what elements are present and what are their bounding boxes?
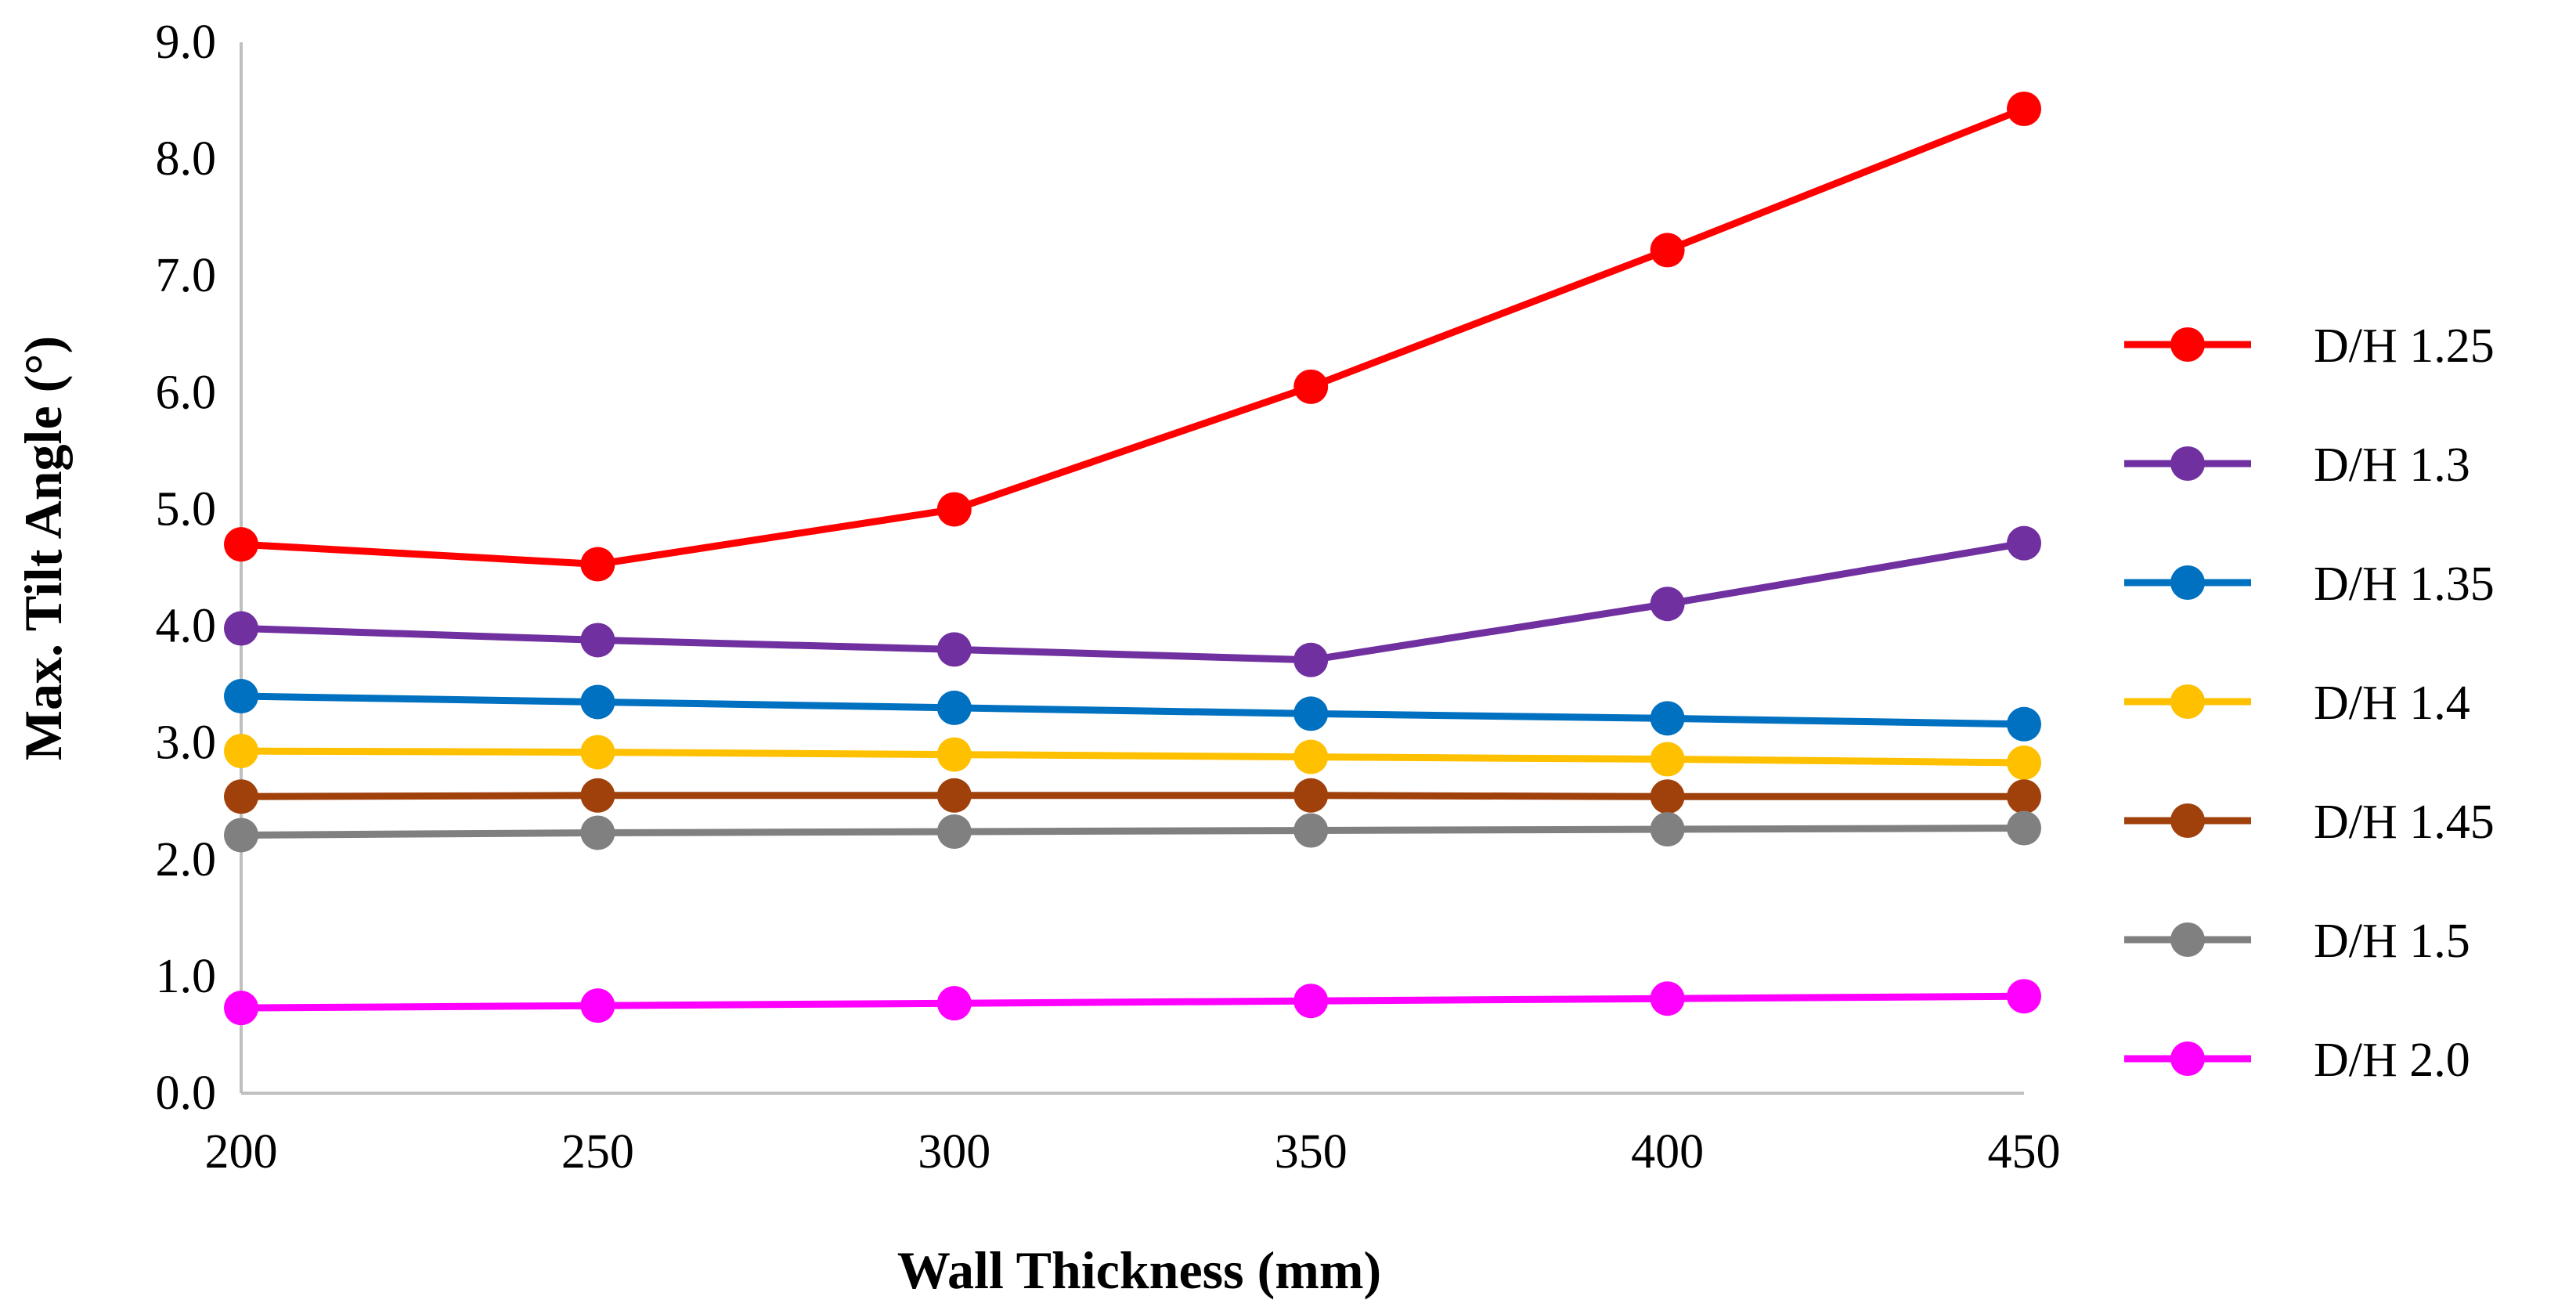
y-tick-label: 1.0 — [156, 950, 217, 1003]
data-point — [1650, 587, 1685, 622]
series-1 — [224, 525, 2041, 677]
x-tick-label: 250 — [561, 1125, 634, 1179]
legend-marker — [2170, 1041, 2205, 1076]
data-point — [1293, 696, 1329, 731]
series-4 — [224, 778, 2041, 814]
series-line — [240, 992, 2025, 1012]
legend-item: D/H 1.4 — [2124, 677, 2470, 730]
data-point — [936, 814, 972, 849]
data-point — [1650, 742, 1685, 777]
data-point — [1293, 369, 1329, 404]
legend-label: D/H 1.4 — [2314, 677, 2470, 730]
legend-marker — [2170, 803, 2205, 838]
data-point — [2007, 979, 2041, 1014]
x-tick-label: 300 — [918, 1125, 990, 1179]
y-tick-label: 2.0 — [156, 833, 217, 886]
y-tick-label: 3.0 — [156, 717, 217, 770]
data-point — [224, 779, 258, 814]
series-line — [240, 692, 2025, 728]
series-line — [240, 540, 2025, 664]
data-point — [2007, 745, 2041, 781]
data-point — [224, 818, 258, 853]
x-tick-label: 350 — [1275, 1125, 1348, 1179]
legend-marker — [2170, 327, 2205, 362]
legend-item: D/H 1.5 — [2124, 915, 2470, 968]
y-axis-title: Max. Tilt Angle (°) — [13, 336, 73, 760]
data-point — [1650, 233, 1685, 268]
y-tick-label: 8.0 — [156, 132, 217, 186]
data-point — [1650, 701, 1685, 736]
data-point — [1650, 812, 1685, 847]
legend-label: D/H 1.35 — [2314, 558, 2495, 611]
data-point — [224, 679, 258, 714]
legend-label: D/H 1.25 — [2314, 319, 2495, 373]
data-point — [936, 778, 972, 813]
series-layer — [224, 91, 2041, 1026]
legend-marker — [2170, 446, 2205, 481]
series-3 — [224, 734, 2041, 781]
legend-item: D/H 1.25 — [2124, 319, 2495, 373]
series-line — [240, 747, 2025, 767]
data-point — [2007, 706, 2041, 742]
series-line — [240, 105, 2026, 568]
legend-item: D/H 1.3 — [2124, 439, 2470, 492]
data-point — [1293, 642, 1329, 677]
data-point — [936, 737, 972, 772]
x-tick-label: 450 — [1988, 1125, 2061, 1179]
data-point — [1293, 778, 1329, 813]
x-tick-label: 200 — [205, 1125, 278, 1179]
legend-item: D/H 1.45 — [2124, 796, 2495, 849]
series-5 — [224, 810, 2041, 853]
data-point — [224, 611, 258, 646]
data-point — [1293, 813, 1329, 848]
data-point — [224, 527, 258, 562]
data-point — [936, 632, 972, 667]
data-point — [1650, 981, 1685, 1016]
data-point — [580, 623, 615, 658]
legend-marker — [2170, 684, 2205, 719]
data-point — [580, 735, 615, 770]
data-point — [580, 547, 615, 582]
legend-marker — [2170, 922, 2205, 957]
axes: 0.0 1.0 2.0 3.0 4.0 5.0 6.0 7.0 8.0 9.0 200 250 300 3… — [156, 16, 2061, 1179]
data-point — [224, 991, 258, 1026]
data-point — [2007, 810, 2041, 846]
legend-label: D/H 2.0 — [2314, 1034, 2470, 1087]
series-line — [240, 792, 2024, 800]
data-point — [2007, 91, 2041, 126]
legend-label: D/H 1.3 — [2314, 439, 2470, 492]
y-tick-label: 6.0 — [156, 366, 217, 419]
data-point — [580, 684, 615, 720]
data-point — [1293, 739, 1329, 774]
legend: D/H 1.25 D/H 1.3 D/H 1.35 D/H 1.4 D/H 1.45 D/… — [2124, 319, 2495, 1087]
series-0 — [224, 91, 2041, 582]
x-axis-title: Wall Thickness (mm) — [897, 1240, 1381, 1300]
data-point — [580, 815, 615, 850]
data-point — [1650, 779, 1685, 814]
data-point — [1293, 984, 1329, 1019]
data-point — [936, 986, 972, 1021]
legend-marker — [2170, 565, 2205, 600]
series-2 — [224, 679, 2041, 742]
data-point — [2007, 779, 2041, 814]
y-tick-label: 0.0 — [156, 1067, 217, 1120]
legend-label: D/H 1.5 — [2314, 915, 2470, 968]
series-6 — [224, 979, 2041, 1026]
legend-item: D/H 1.35 — [2124, 558, 2495, 611]
legend-item: D/H 2.0 — [2124, 1034, 2470, 1087]
data-point — [936, 690, 972, 725]
series-line — [240, 825, 2025, 839]
legend-label: D/H 1.45 — [2314, 796, 2495, 849]
y-tick-label: 7.0 — [156, 249, 217, 302]
y-tick-label: 4.0 — [156, 600, 217, 653]
y-tick-label: 9.0 — [156, 16, 217, 69]
x-tick-label: 400 — [1631, 1125, 1704, 1179]
data-point — [580, 988, 615, 1023]
data-point — [936, 492, 972, 527]
y-tick-label: 5.0 — [156, 482, 217, 536]
data-point — [580, 778, 615, 813]
data-point — [2007, 525, 2041, 561]
data-point — [224, 734, 258, 769]
